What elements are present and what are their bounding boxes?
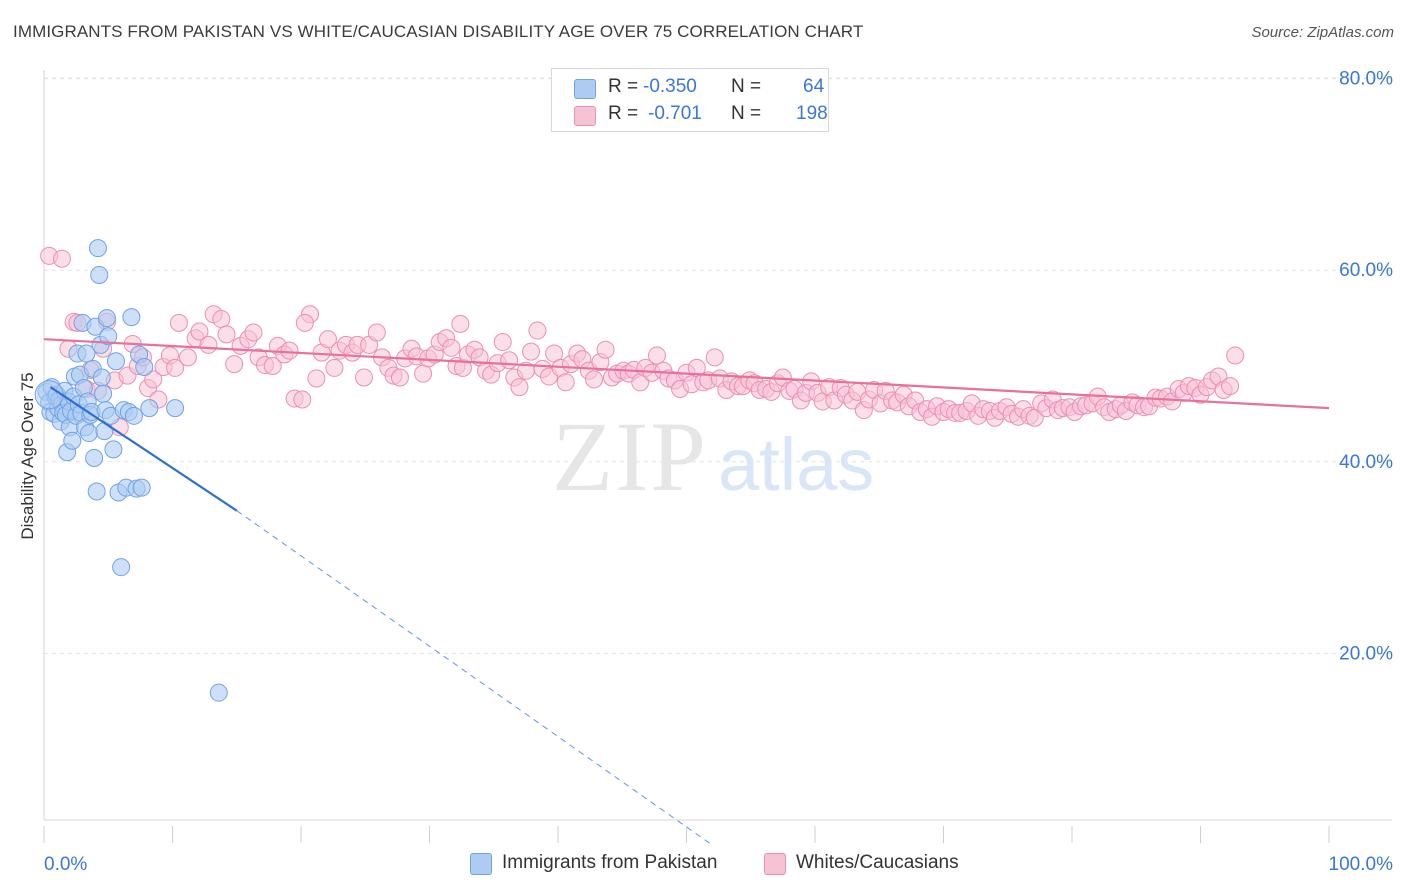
- legend-swatch-blue: [574, 79, 596, 99]
- correlation-legend: R = -0.350 N = 64 R = -0.701 N = 198: [551, 68, 829, 132]
- chart-title: IMMIGRANTS FROM PAKISTAN VS WHITE/CAUCAS…: [13, 22, 864, 41]
- pakistan-point: [104, 440, 123, 459]
- white-point: [178, 348, 197, 367]
- white-point: [414, 364, 433, 383]
- chart-source: Source: ZipAtlas.com: [1251, 24, 1394, 41]
- legend-r-value: -0.701: [648, 103, 702, 124]
- pakistan-point: [122, 308, 141, 327]
- pakistan-point: [135, 357, 154, 376]
- white-point: [493, 333, 512, 352]
- pakistan-trend-extension: [236, 510, 713, 846]
- legend-n-value: 198: [796, 103, 828, 124]
- white-point: [169, 313, 188, 332]
- pakistan-point: [94, 384, 113, 403]
- white-point: [442, 338, 461, 357]
- legend-swatch-pink: [574, 106, 596, 126]
- pakistan-point: [140, 399, 159, 418]
- white-point: [199, 335, 218, 354]
- white-point: [325, 358, 344, 377]
- white-point: [522, 342, 541, 361]
- trend-layer: [43, 338, 1330, 846]
- white-point: [144, 370, 163, 389]
- white-point: [705, 348, 724, 367]
- white-point: [225, 355, 244, 374]
- bottom-swatch-blue: [470, 853, 492, 875]
- y-tick-label: 20.0%: [1339, 643, 1393, 664]
- axis-layer: [43, 70, 1392, 821]
- y-tick-label: 40.0%: [1339, 452, 1393, 473]
- white-trend-line: [43, 338, 1330, 410]
- bottom-legend-label: Immigrants from Pakistan: [502, 852, 718, 873]
- white-point: [52, 249, 71, 268]
- white-point: [1221, 377, 1240, 396]
- watermark: ZIP atlas: [552, 401, 874, 512]
- legend-n-label: N =: [731, 103, 762, 124]
- white-point: [263, 357, 282, 375]
- pink-series: [40, 246, 1245, 437]
- pakistan-point: [124, 406, 143, 425]
- bottom-legend-label: Whites/Caucasians: [796, 852, 959, 873]
- white-point: [367, 323, 386, 342]
- pakistan-point: [95, 422, 114, 441]
- tick-layer: 20.0% 40.0% 60.0% 80.0% 0.0% 100.0%: [43, 69, 1394, 875]
- pakistan-point: [92, 368, 111, 387]
- white-point: [451, 314, 470, 333]
- y-axis-label: Disability Age Over 75: [18, 372, 37, 539]
- y-tick-label: 60.0%: [1339, 260, 1393, 281]
- pakistan-point: [90, 265, 109, 284]
- pakistan-point-cluster: [34, 380, 64, 410]
- pakistan-point: [166, 399, 185, 418]
- white-point: [280, 341, 299, 360]
- pakistan-point: [77, 344, 96, 363]
- white-point: [596, 340, 615, 359]
- white-point: [354, 368, 373, 387]
- y-tick-label: 80.0%: [1339, 69, 1393, 90]
- white-point: [318, 330, 337, 349]
- pakistan-point: [97, 309, 116, 328]
- bottom-swatch-pink: [764, 853, 786, 875]
- white-point: [510, 378, 529, 397]
- white-point: [390, 368, 409, 387]
- white-point: [584, 370, 603, 389]
- white-point: [166, 358, 185, 377]
- pakistan-trend-line: [49, 386, 238, 512]
- white-point: [190, 322, 209, 341]
- x-tick-label-max: 100.0%: [1329, 854, 1394, 875]
- blue-series: [34, 239, 228, 702]
- legend-r-label: R =: [608, 103, 639, 124]
- watermark-atlas: atlas: [718, 423, 874, 506]
- white-point: [217, 325, 236, 344]
- pakistan-point: [209, 683, 228, 702]
- watermark-zip: ZIP: [552, 401, 708, 512]
- legend-n-label: N =: [731, 76, 762, 97]
- pakistan-point: [87, 482, 106, 501]
- white-point: [293, 390, 312, 409]
- x-tick-label-min: 0.0%: [44, 854, 87, 875]
- white-point: [244, 323, 263, 342]
- white-point: [295, 313, 314, 332]
- white-point: [647, 346, 666, 365]
- white-point: [307, 369, 326, 388]
- white-point: [500, 351, 519, 370]
- pakistan-point: [63, 431, 82, 450]
- white-point: [556, 373, 575, 392]
- pakistan-point: [99, 327, 118, 346]
- white-point: [212, 310, 231, 329]
- pakistan-point: [132, 478, 151, 497]
- legend-r-value: -0.350: [643, 76, 697, 97]
- legend-n-value: 64: [803, 76, 825, 97]
- legend-r-label: R =: [608, 76, 639, 97]
- pakistan-point: [106, 352, 125, 371]
- white-point: [1226, 346, 1245, 365]
- pakistan-point: [112, 558, 131, 577]
- pakistan-point: [85, 448, 104, 467]
- pakistan-point: [79, 424, 98, 443]
- white-point: [528, 321, 547, 340]
- pakistan-point: [88, 239, 107, 258]
